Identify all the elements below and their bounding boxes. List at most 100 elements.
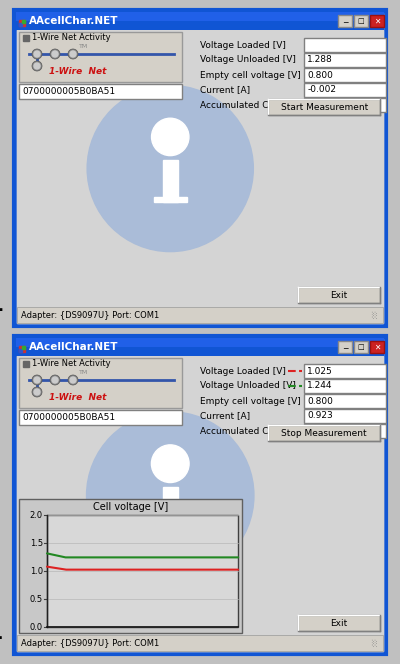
Bar	[16, 12, 384, 21]
Text: Current [A]: Current [A]	[200, 412, 250, 420]
Text: 0.5: 0.5	[30, 594, 43, 604]
Circle shape	[152, 118, 189, 155]
Circle shape	[152, 445, 189, 483]
Text: 0700000005B0BA51: 0700000005B0BA51	[22, 87, 115, 96]
Text: b.: b.	[0, 628, 4, 642]
Circle shape	[52, 377, 58, 383]
Bar	[268, 425, 380, 441]
Bar	[23, 361, 29, 367]
Bar	[304, 68, 386, 82]
Circle shape	[50, 49, 60, 59]
Text: ─: ─	[343, 343, 347, 353]
Bar	[304, 53, 386, 67]
Bar	[154, 197, 187, 202]
Bar	[17, 307, 383, 323]
Bar	[14, 336, 386, 654]
Circle shape	[32, 375, 42, 385]
Text: 1.288: 1.288	[308, 56, 333, 64]
Text: 1-Wire Net Activity: 1-Wire Net Activity	[32, 359, 111, 369]
Bar	[304, 424, 386, 438]
Bar	[19, 23, 22, 26]
Circle shape	[32, 49, 42, 59]
Text: ✕: ✕	[374, 343, 380, 351]
Text: 1-Wire  Net: 1-Wire Net	[49, 68, 106, 76]
Text: Exit: Exit	[330, 291, 348, 299]
Bar	[17, 13, 383, 323]
Text: 9.00: 9.00	[308, 426, 328, 436]
Text: 1-Wire  Net: 1-Wire Net	[49, 394, 106, 402]
Bar	[163, 160, 178, 202]
Text: ─: ─	[343, 17, 347, 27]
Bar	[268, 99, 380, 115]
Text: Accumulated Current [mAh]: Accumulated Current [mAh]	[200, 426, 327, 436]
Circle shape	[86, 412, 254, 579]
Text: 1.0: 1.0	[30, 566, 43, 576]
Text: a.: a.	[0, 300, 4, 314]
Bar	[17, 30, 383, 323]
Bar	[19, 346, 25, 352]
Text: 0.923: 0.923	[308, 412, 333, 420]
Text: Start Measurement: Start Measurement	[280, 102, 368, 112]
Bar	[47, 515, 238, 627]
Circle shape	[34, 51, 40, 57]
Text: □: □	[358, 344, 364, 350]
Text: 1.025: 1.025	[308, 367, 333, 376]
Bar	[304, 364, 386, 378]
Text: □: □	[358, 18, 364, 24]
Bar	[304, 98, 386, 112]
Bar	[17, 356, 383, 651]
Text: Adapter: {DS9097U} Port: COM1: Adapter: {DS9097U} Port: COM1	[21, 639, 159, 647]
Circle shape	[68, 49, 78, 59]
Circle shape	[52, 51, 58, 57]
Bar	[338, 15, 352, 27]
Bar	[19, 499, 242, 633]
Circle shape	[34, 63, 40, 69]
Circle shape	[32, 61, 42, 71]
Text: 0.0: 0.0	[30, 623, 43, 631]
Circle shape	[34, 389, 40, 395]
Circle shape	[87, 86, 253, 252]
Bar	[19, 358, 182, 408]
Bar	[22, 20, 25, 23]
Bar	[16, 12, 384, 30]
Text: Exit: Exit	[330, 618, 348, 627]
Bar	[23, 35, 29, 41]
Bar	[304, 394, 386, 408]
Text: Adapter: {DS9097U} Port: COM1: Adapter: {DS9097U} Port: COM1	[21, 311, 159, 319]
Text: 0700000005B0BA51: 0700000005B0BA51	[22, 413, 115, 422]
Text: AAcellChar.NET: AAcellChar.NET	[29, 342, 118, 352]
Text: 2.0: 2.0	[30, 511, 43, 519]
Text: 1.244: 1.244	[308, 382, 333, 390]
Bar	[354, 341, 368, 353]
Text: ✕: ✕	[374, 17, 380, 25]
Bar	[304, 379, 386, 393]
Bar	[19, 349, 22, 352]
Text: ░: ░	[371, 639, 376, 647]
Text: ░: ░	[371, 311, 376, 319]
Bar	[19, 410, 182, 425]
Circle shape	[68, 375, 78, 385]
Bar	[304, 409, 386, 423]
Circle shape	[70, 51, 76, 57]
Bar	[163, 487, 178, 529]
Text: Voltage Loaded [V]: Voltage Loaded [V]	[200, 41, 286, 50]
Bar	[16, 338, 384, 347]
Text: Accumulated Current [mAh]: Accumulated Current [mAh]	[200, 100, 327, 110]
Bar	[304, 83, 386, 97]
Bar	[14, 10, 386, 326]
Bar	[22, 346, 25, 349]
Bar	[298, 287, 380, 303]
Circle shape	[50, 375, 60, 385]
Bar	[154, 524, 187, 529]
Text: Empty cell voltage [V]: Empty cell voltage [V]	[200, 70, 301, 80]
Circle shape	[32, 387, 42, 397]
Text: Cell voltage [V]: Cell voltage [V]	[93, 502, 168, 512]
Text: 1-Wire Net Activity: 1-Wire Net Activity	[32, 33, 111, 42]
Text: Voltage Loaded [V]: Voltage Loaded [V]	[200, 367, 286, 376]
Text: 0.25: 0.25	[308, 100, 328, 110]
Text: 1.5: 1.5	[30, 539, 43, 548]
Text: 0.800: 0.800	[308, 396, 333, 406]
Bar	[16, 338, 384, 356]
Text: Empty cell voltage [V]: Empty cell voltage [V]	[200, 396, 301, 406]
Bar	[17, 635, 383, 651]
